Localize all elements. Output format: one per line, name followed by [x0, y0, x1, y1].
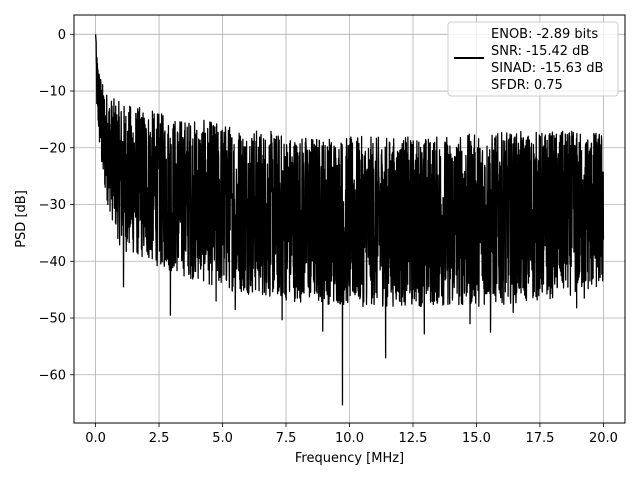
psd-line	[94, 34, 605, 406]
y-tick-label: −20	[39, 141, 66, 156]
legend-entry-snr: SNR: -15.42 dB	[491, 44, 589, 59]
y-tick-label: −60	[39, 368, 66, 383]
x-tick-label: 17.5	[525, 431, 554, 446]
legend: ENOB: -2.89 bits SNR: -15.42 dB SINAD: -…	[447, 21, 619, 97]
x-tick-label: 5.0	[212, 431, 233, 446]
y-tick-label: −40	[39, 255, 66, 270]
x-tick-label: 20.0	[589, 431, 618, 446]
x-tick-label: 15.0	[462, 431, 491, 446]
legend-entry-sinad: SINAD: -15.63 dB	[491, 61, 603, 76]
x-tick-label: 7.5	[276, 431, 297, 446]
legend-entry-sfdr: SFDR: 0.75	[491, 78, 563, 93]
psd-series	[94, 34, 605, 406]
y-tick-label: −10	[39, 85, 66, 100]
legend-box	[447, 21, 619, 97]
y-tick-label: 0	[58, 28, 66, 43]
y-axis: 0 −10 −20 −30 −40 −50 −60	[39, 28, 74, 383]
legend-entry-enob: ENOB: -2.89 bits	[491, 27, 598, 42]
x-tick-label: 12.5	[399, 431, 428, 446]
y-tick-label: −50	[39, 312, 66, 327]
x-tick-label: 10.0	[335, 431, 364, 446]
x-tick-label: 0.0	[85, 431, 106, 446]
x-axis: 0.0 2.5 5.0 7.5 10.0 12.5 15.0 17.5 20.0	[85, 423, 618, 446]
x-axis-label: Frequency [MHz]	[295, 451, 404, 466]
x-tick-label: 2.5	[149, 431, 170, 446]
y-axis-label: PSD [dB]	[14, 190, 29, 248]
y-tick-label: −30	[39, 198, 66, 213]
